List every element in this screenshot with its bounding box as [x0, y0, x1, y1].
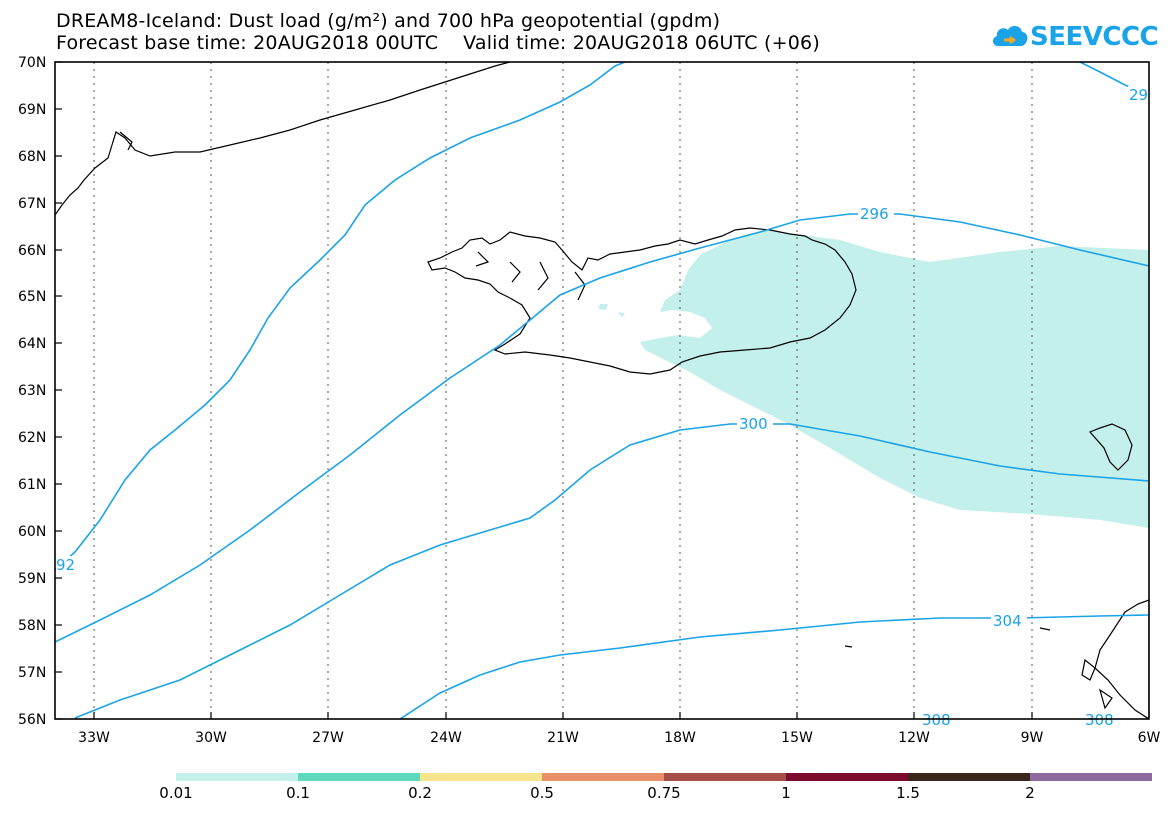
lat-label: 66N — [18, 243, 46, 259]
colorbar — [176, 773, 1152, 781]
lat-label: 67N — [18, 196, 46, 212]
contour-label-308-b: 308 — [1085, 711, 1114, 729]
colorbar-segment — [176, 773, 298, 781]
contour-label-296: 296 — [860, 205, 889, 223]
colorbar-label: 1.5 — [896, 784, 920, 802]
lat-label: 68N — [18, 149, 46, 165]
lat-label: 63N — [18, 383, 46, 399]
lat-label: 56N — [18, 712, 46, 728]
lat-label: 65N — [18, 289, 46, 305]
colorbar-label: 0.2 — [408, 784, 432, 802]
lat-label: 61N — [18, 477, 46, 493]
lat-label: 57N — [18, 665, 46, 681]
colorbar-segment — [786, 773, 908, 781]
lon-label: 27W — [312, 730, 344, 746]
colorbar-segment — [420, 773, 542, 781]
lon-label: 6W — [1138, 730, 1161, 746]
lon-label: 21W — [547, 730, 579, 746]
colorbar-segment — [664, 773, 786, 781]
colorbar-label: 0.1 — [286, 784, 310, 802]
lon-label: 30W — [195, 730, 227, 746]
seevccc-logo: SEEVCCC — [990, 20, 1159, 56]
lat-label: 59N — [18, 571, 46, 587]
lat-label: 60N — [18, 524, 46, 540]
lon-ticks — [93, 712, 1033, 719]
colorbar-label: 2 — [1025, 784, 1035, 802]
contour-labels: 296 300 304 308 308 92 29 — [56, 86, 1149, 729]
lat-label: 62N — [18, 430, 46, 446]
lat-labels: 70N 69N 68N 67N 66N 65N 64N 63N 62N 61N … — [18, 55, 46, 728]
colorbar-label: 1 — [781, 784, 791, 802]
colorbar-label: 0.75 — [647, 784, 681, 802]
cloud-icon — [992, 26, 1028, 46]
lon-label: 15W — [781, 730, 813, 746]
logo-text: SEEVCCC — [1030, 22, 1159, 52]
contour-label-29: 29 — [1129, 86, 1148, 104]
map-subtitle: Forecast base time: 20AUG2018 00UTC Vali… — [56, 32, 820, 54]
lon-label: 24W — [430, 730, 462, 746]
contour-label-304: 304 — [993, 612, 1022, 630]
lon-label: 12W — [898, 730, 930, 746]
colorbar-segment — [298, 773, 420, 781]
lat-label: 70N — [18, 55, 46, 71]
lon-labels: 33W 30W 27W 24W 21W 18W 15W 12W 9W 6W — [78, 730, 1160, 746]
colorbar-segment — [542, 773, 664, 781]
colorbar-segment — [908, 773, 1030, 781]
colorbar-segment — [1030, 773, 1152, 781]
colorbar-label: 0.5 — [530, 784, 554, 802]
graticule — [93, 62, 1033, 719]
coastlines — [55, 62, 1149, 719]
lat-label: 64N — [18, 336, 46, 352]
lon-label: 33W — [78, 730, 110, 746]
map-title: DREAM8-Iceland: Dust load (g/m²) and 700… — [56, 10, 721, 32]
lon-label: 9W — [1021, 730, 1044, 746]
lat-label: 69N — [18, 102, 46, 118]
contour-label-300: 300 — [739, 415, 768, 433]
dust-load-area — [598, 230, 1149, 528]
contour-label-308-a: 308 — [922, 711, 951, 729]
lat-ticks — [55, 61, 62, 720]
lat-label: 58N — [18, 618, 46, 634]
contour-label-292: 92 — [56, 556, 75, 574]
colorbar-label: 0.01 — [159, 784, 193, 802]
lon-label: 18W — [664, 730, 696, 746]
